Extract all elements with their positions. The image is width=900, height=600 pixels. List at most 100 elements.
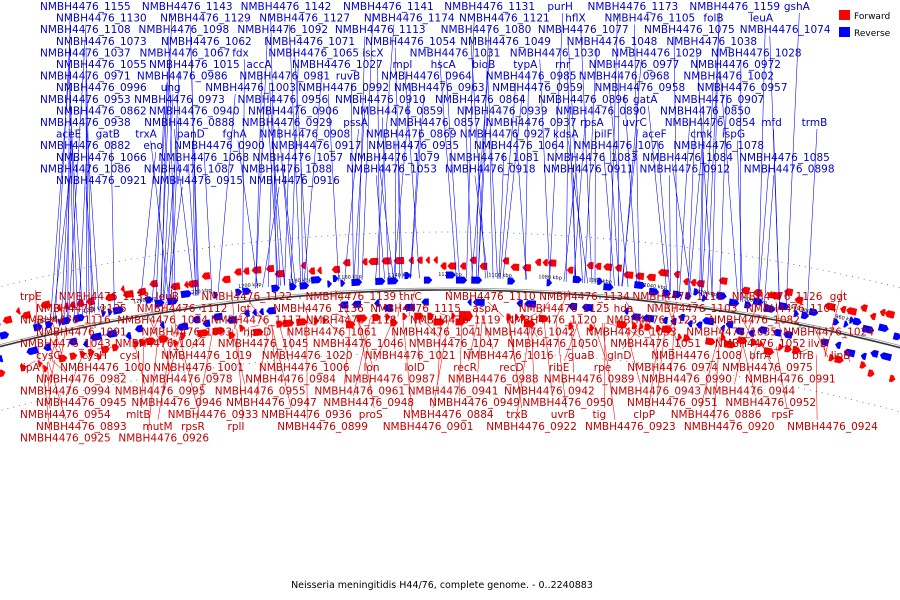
- forward-gene-arrow: [695, 279, 705, 288]
- gene-label: NMBH4476_0992: [298, 82, 389, 94]
- forward-gene-arrow: [69, 352, 78, 361]
- reverse-gene-arrow: [695, 321, 703, 329]
- reverse-gene-arrow: [375, 277, 386, 285]
- gene-label: NMBH4476_1082: [709, 315, 800, 327]
- reverse-gene-arrow: [568, 302, 578, 311]
- reverse-leader-line: [445, 70, 460, 279]
- forward-gene-arrow: [322, 316, 327, 324]
- gene-label: NMBH4476_0968: [579, 71, 670, 83]
- gene-label: NMBH4476_1001: [153, 362, 244, 374]
- gene-label: NMBH4476_0958: [595, 82, 686, 94]
- gene-label: NMBH4476_0922: [486, 421, 577, 433]
- reverse-leader-line: [719, 70, 739, 302]
- reverse-leader-line: [502, 94, 523, 279]
- gene-label: NMBH4476_0974: [627, 362, 718, 374]
- forward-leader-line: [845, 348, 851, 363]
- gene-label: NMBH4476_0935: [368, 140, 459, 152]
- gene-label: NMBH4476_0925: [20, 433, 111, 445]
- gene-label: NMBH4476_1015: [149, 59, 240, 71]
- gene-label: NMBH4476_1061: [287, 326, 378, 338]
- reverse-leader-line: [161, 82, 168, 301]
- gene-label: eno: [143, 140, 163, 152]
- reverse-leader-line: [477, 117, 488, 279]
- forward-leader-line: [42, 362, 51, 432]
- gene-label: cysI: [120, 350, 141, 362]
- forward-leader-line: [738, 313, 756, 343]
- forward-leader-line: [147, 301, 167, 342]
- gene-label: lipB: [831, 350, 851, 362]
- reverse-leader-line: [572, 175, 576, 283]
- gene-label: trmB: [802, 117, 828, 129]
- forward-gene-arrow: [534, 258, 542, 266]
- forward-leader-line: [622, 326, 641, 350]
- gene-label: NMBH4476_1119: [410, 315, 501, 327]
- forward-leader-line: [231, 329, 246, 385]
- forward-leader-line: [49, 313, 64, 359]
- forward-gene-arrow: [879, 308, 886, 317]
- gene-label: NMBH4476_0927: [460, 129, 551, 141]
- gene-label: NMBH4476_1094: [117, 315, 208, 327]
- gene-label: NMBH4476_1092: [237, 24, 328, 36]
- forward-leader-line: [620, 324, 641, 338]
- gene-label: panD: [177, 129, 205, 141]
- gene-label: NMBH4476_0964: [381, 71, 472, 83]
- gene-label: NMBH4476_0943: [610, 385, 701, 397]
- gene-label: NMBH4476_0882: [40, 140, 131, 152]
- gene-label: NMBH4476_0917: [271, 140, 362, 152]
- gene-label: uvrB: [551, 409, 575, 421]
- gene-label: NMBH4476_1073: [56, 36, 147, 48]
- forward-gene-arrow: [42, 365, 49, 373]
- reverse-leader-line: [567, 36, 583, 284]
- reverse-gene-arrow: [467, 298, 472, 306]
- gene-labels: NMBH4476_1155 NMBH4476_1143 NMBH4476_1142 N…: [20, 1, 878, 445]
- reverse-gene-arrow: [403, 303, 415, 311]
- forward-gene-arrow: [859, 361, 867, 369]
- reverse-leader-line: [303, 70, 323, 284]
- gene-label: NMBH4476_0990: [641, 374, 732, 386]
- forward-gene-arrow: [296, 318, 308, 326]
- gene-label: NMBH4476_0850: [660, 105, 751, 117]
- gene-label: NMBH4476_1103: [647, 303, 738, 315]
- reverse-gene-arrow: [100, 309, 106, 317]
- scale-tick-label: 1080 kbp: [538, 274, 562, 281]
- forward-leader-line: [170, 289, 177, 337]
- forward-leader-line: [305, 321, 317, 326]
- reverse-leader-line: [487, 70, 498, 279]
- forward-gene-arrow: [120, 285, 126, 293]
- forward-leader-line: [605, 322, 616, 326]
- reverse-leader-line: [580, 24, 593, 284]
- forward-leader-line: [700, 336, 719, 409]
- reverse-leader-line: [217, 94, 236, 293]
- reverse-leader-line: [171, 117, 180, 300]
- reverse-leader-line: [85, 47, 93, 314]
- forward-gene-arrow: [440, 262, 447, 270]
- reverse-gene-arrow: [720, 324, 726, 333]
- reverse-leader-line: [679, 117, 691, 293]
- forward-leader-line: [247, 327, 250, 338]
- reverse-gene-arrow: [73, 313, 85, 323]
- forward-leader-line: [555, 319, 567, 409]
- forward-leader-line: [160, 339, 173, 373]
- forward-leader-line: [375, 316, 395, 361]
- gene-label: rpsF: [772, 409, 795, 421]
- forward-leader-line: [713, 336, 720, 420]
- gene-label: gshA: [784, 1, 811, 13]
- forward-gene-arrow: [522, 264, 532, 272]
- forward-leader-line: [271, 324, 276, 373]
- gene-label: NMBH4476_1112: [137, 303, 228, 315]
- reverse-leader-line: [699, 105, 704, 296]
- gene-label: NMBH4476_1174: [364, 13, 455, 25]
- forward-leader-line: [741, 340, 756, 397]
- forward-leader-line: [812, 325, 829, 358]
- reverse-gene-arrow: [192, 315, 201, 324]
- reverse-leader-line: [474, 175, 489, 279]
- gene-label: NMBH4476_0888: [144, 117, 235, 129]
- forward-leader-line: [171, 325, 175, 338]
- gene-label: NMBH4476_1049: [460, 36, 551, 48]
- backbone-shadow-arc: [0, 287, 900, 347]
- gene-label: NMBH4476_1129: [160, 13, 251, 25]
- reverse-leader-line: [168, 36, 176, 299]
- gene-label: rnr: [555, 59, 571, 71]
- gene-label: NMBH4476_0896: [538, 94, 629, 106]
- forward-leader-line: [815, 354, 818, 420]
